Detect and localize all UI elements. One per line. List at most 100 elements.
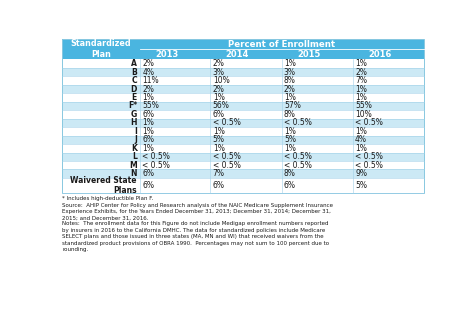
Text: 3%: 3% bbox=[284, 67, 296, 77]
Text: < 0.5%: < 0.5% bbox=[355, 161, 383, 170]
Text: 8%: 8% bbox=[284, 110, 296, 119]
Bar bbox=[63, 178, 423, 193]
Text: 2%: 2% bbox=[355, 67, 367, 77]
Text: 1%: 1% bbox=[213, 127, 225, 136]
Text: 2016: 2016 bbox=[368, 50, 392, 59]
Text: 8%: 8% bbox=[284, 76, 296, 85]
Text: 1%: 1% bbox=[142, 93, 154, 102]
Bar bbox=[63, 169, 423, 178]
Text: < 0.5%: < 0.5% bbox=[142, 161, 170, 170]
Bar bbox=[63, 135, 423, 144]
Bar bbox=[63, 39, 140, 59]
Text: 57%: 57% bbox=[284, 101, 301, 111]
Text: I: I bbox=[134, 127, 137, 136]
Text: 56%: 56% bbox=[213, 101, 229, 111]
Text: M: M bbox=[129, 161, 137, 170]
Text: Notes:  The enrollment data for this Figure do not include Medigap enrollment nu: Notes: The enrollment data for this Figu… bbox=[63, 221, 329, 252]
Text: < 0.5%: < 0.5% bbox=[284, 152, 312, 161]
Text: 6%: 6% bbox=[284, 181, 296, 190]
Text: 5%: 5% bbox=[355, 181, 367, 190]
Text: < 0.5%: < 0.5% bbox=[284, 118, 312, 127]
Text: 1%: 1% bbox=[284, 93, 296, 102]
Text: 1%: 1% bbox=[355, 59, 367, 68]
Bar bbox=[63, 127, 423, 135]
Text: 2%: 2% bbox=[142, 59, 154, 68]
Text: N: N bbox=[130, 169, 137, 178]
Text: J: J bbox=[134, 135, 137, 144]
Text: 4%: 4% bbox=[142, 67, 155, 77]
Text: 4%: 4% bbox=[355, 135, 367, 144]
Bar bbox=[140, 39, 423, 59]
Text: 1%: 1% bbox=[142, 118, 154, 127]
Text: 7%: 7% bbox=[213, 169, 225, 178]
Text: 1%: 1% bbox=[355, 84, 367, 94]
Text: 2%: 2% bbox=[142, 84, 154, 94]
Bar bbox=[63, 119, 423, 127]
Text: Source:  AHIP Center for Policy and Research analysis of the NAIC Medicare Suppl: Source: AHIP Center for Policy and Resea… bbox=[63, 203, 333, 220]
Text: 55%: 55% bbox=[142, 101, 159, 111]
Text: 1%: 1% bbox=[355, 93, 367, 102]
Text: 10%: 10% bbox=[355, 110, 372, 119]
Text: 7%: 7% bbox=[355, 76, 367, 85]
Text: D: D bbox=[130, 84, 137, 94]
Bar bbox=[63, 68, 423, 76]
Text: Waivered State
Plans: Waivered State Plans bbox=[71, 176, 137, 195]
Text: G: G bbox=[131, 110, 137, 119]
Text: K: K bbox=[131, 144, 137, 153]
Text: 55%: 55% bbox=[355, 101, 372, 111]
Text: 1%: 1% bbox=[213, 93, 225, 102]
Text: 1%: 1% bbox=[213, 144, 225, 153]
Text: < 0.5%: < 0.5% bbox=[355, 118, 383, 127]
Bar bbox=[63, 152, 423, 161]
Text: 2%: 2% bbox=[213, 59, 225, 68]
Text: < 0.5%: < 0.5% bbox=[213, 118, 241, 127]
Text: 2%: 2% bbox=[284, 84, 296, 94]
Text: 1%: 1% bbox=[355, 127, 367, 136]
Text: 5%: 5% bbox=[213, 135, 225, 144]
Text: 1%: 1% bbox=[284, 59, 296, 68]
Text: < 0.5%: < 0.5% bbox=[284, 161, 312, 170]
Bar bbox=[63, 110, 423, 119]
Bar bbox=[63, 144, 423, 152]
Text: L: L bbox=[132, 152, 137, 161]
Bar bbox=[63, 76, 423, 85]
Text: 2015: 2015 bbox=[297, 50, 320, 59]
Text: 2%: 2% bbox=[213, 84, 225, 94]
Text: Percent of Enrollment: Percent of Enrollment bbox=[228, 40, 335, 49]
Text: 8%: 8% bbox=[284, 169, 296, 178]
Text: 6%: 6% bbox=[142, 169, 155, 178]
Bar bbox=[63, 85, 423, 93]
Text: 5%: 5% bbox=[284, 135, 296, 144]
Text: B: B bbox=[131, 67, 137, 77]
Text: < 0.5%: < 0.5% bbox=[142, 152, 170, 161]
Text: < 0.5%: < 0.5% bbox=[213, 152, 241, 161]
Text: 2013: 2013 bbox=[155, 50, 178, 59]
Text: 2014: 2014 bbox=[226, 50, 249, 59]
Text: 3%: 3% bbox=[213, 67, 225, 77]
Text: 1%: 1% bbox=[355, 144, 367, 153]
Text: 1%: 1% bbox=[284, 127, 296, 136]
Text: 1%: 1% bbox=[142, 144, 154, 153]
Bar bbox=[63, 102, 423, 110]
Text: E: E bbox=[132, 93, 137, 102]
Text: C: C bbox=[131, 76, 137, 85]
Text: 10%: 10% bbox=[213, 76, 229, 85]
Text: 6%: 6% bbox=[142, 181, 155, 190]
Text: 11%: 11% bbox=[142, 76, 159, 85]
Text: 1%: 1% bbox=[284, 144, 296, 153]
Text: 6%: 6% bbox=[142, 135, 155, 144]
Bar bbox=[63, 59, 423, 68]
Text: < 0.5%: < 0.5% bbox=[355, 152, 383, 161]
Bar bbox=[63, 93, 423, 102]
Text: < 0.5%: < 0.5% bbox=[213, 161, 241, 170]
Text: F*: F* bbox=[128, 101, 137, 111]
Text: 6%: 6% bbox=[213, 181, 225, 190]
Text: 6%: 6% bbox=[213, 110, 225, 119]
Text: 9%: 9% bbox=[355, 169, 367, 178]
Bar bbox=[63, 161, 423, 169]
Text: A: A bbox=[131, 59, 137, 68]
Text: H: H bbox=[130, 118, 137, 127]
Text: 6%: 6% bbox=[142, 110, 155, 119]
Text: Standardized
Plan: Standardized Plan bbox=[71, 39, 131, 60]
Text: 1%: 1% bbox=[142, 127, 154, 136]
